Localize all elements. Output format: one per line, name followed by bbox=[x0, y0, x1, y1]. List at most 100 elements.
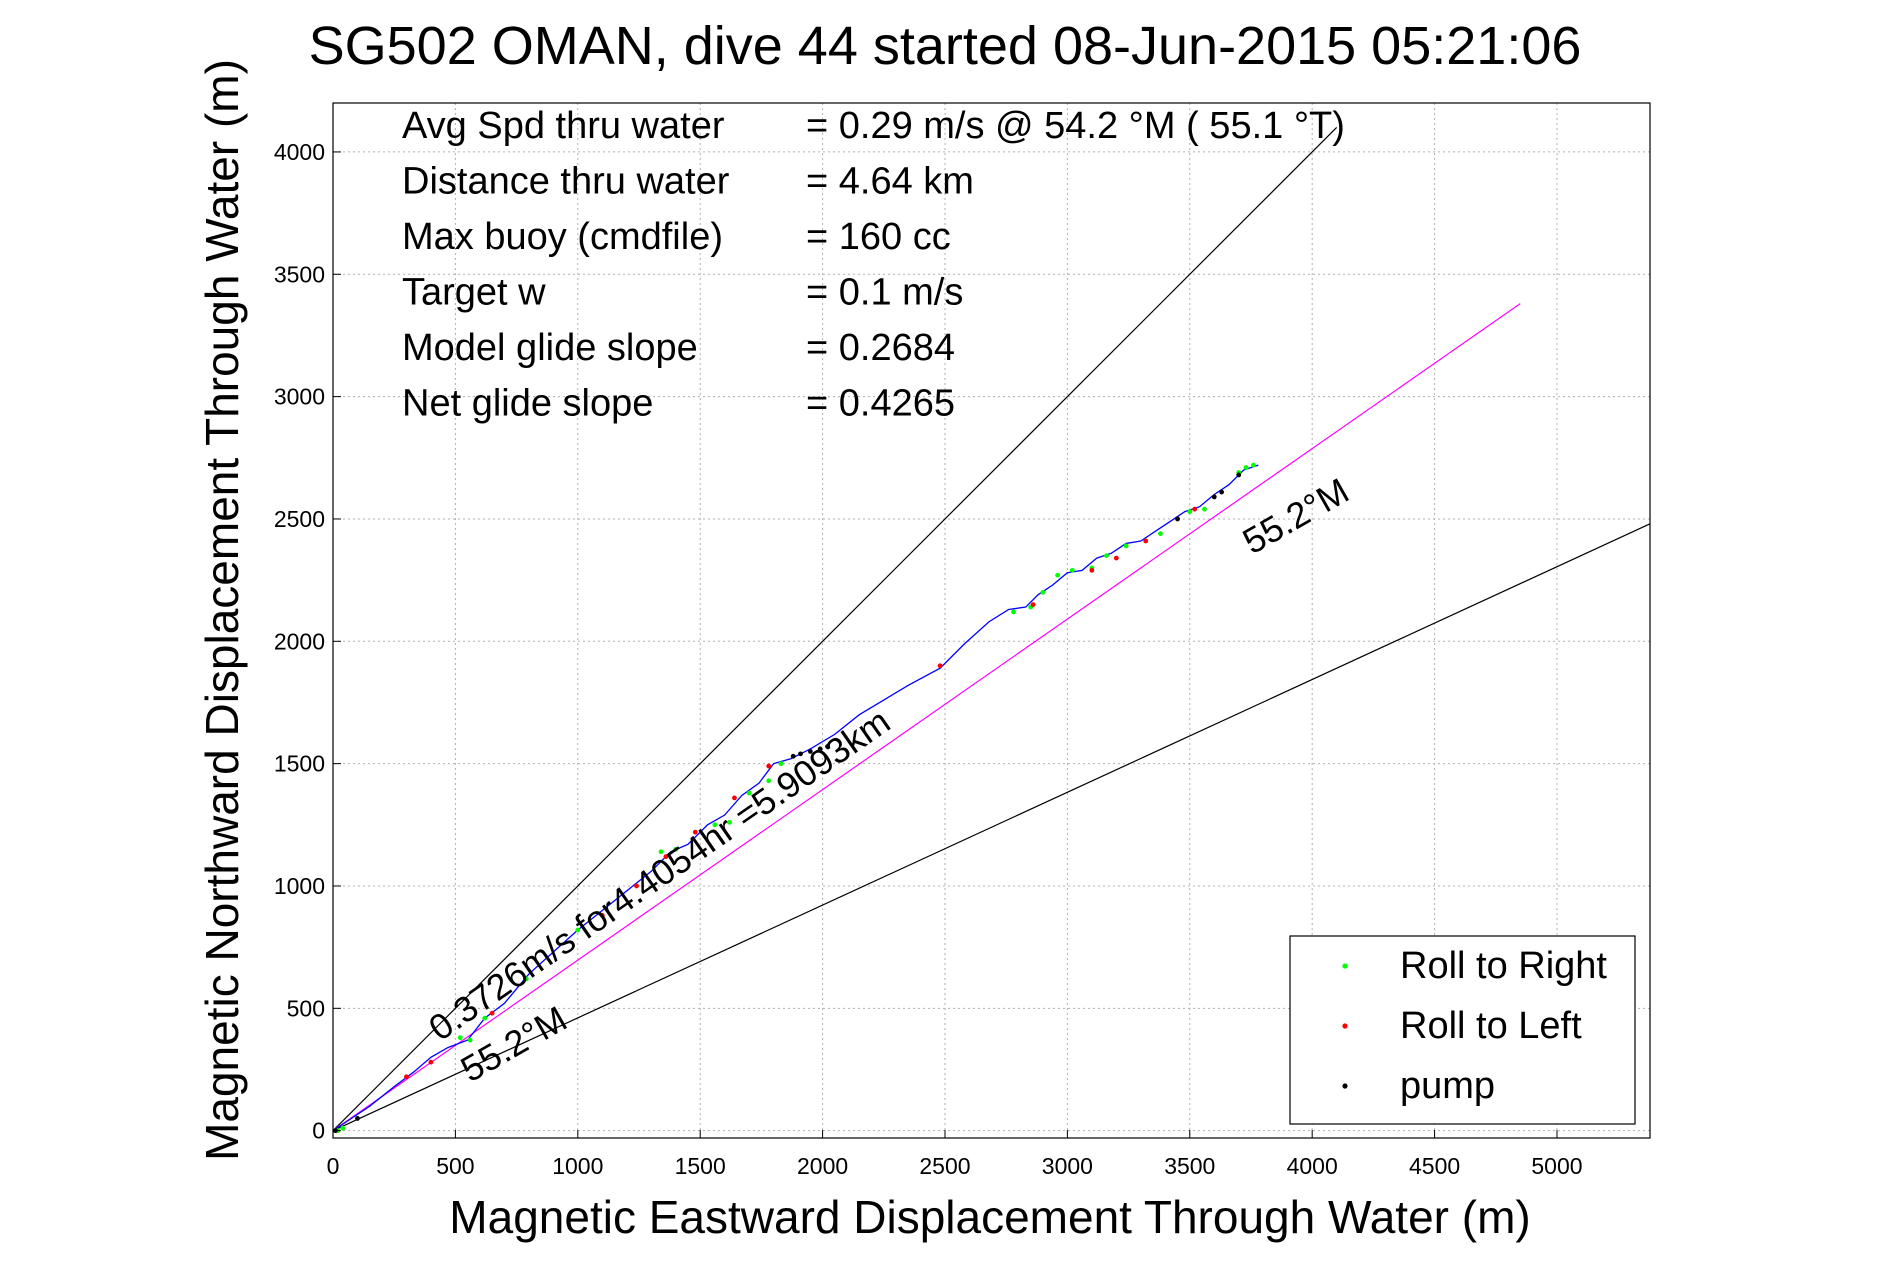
stat-value: = 0.4265 bbox=[806, 383, 955, 425]
reference-line bbox=[332, 303, 1521, 1132]
roll-to-right-point bbox=[673, 846, 679, 852]
stat-value: = 0.29 m/s @ 54.2 °M ( 55.1 °T) bbox=[806, 105, 1345, 147]
roll-to-right-point bbox=[482, 1015, 488, 1021]
stat-value: = 4.64 km bbox=[806, 161, 974, 203]
roll-to-right-point bbox=[1187, 509, 1193, 515]
x-tick-label: 1500 bbox=[675, 1153, 726, 1179]
pump-point bbox=[1211, 494, 1217, 500]
roll-to-right-point bbox=[1251, 462, 1256, 468]
legend-box bbox=[1289, 935, 1636, 1125]
roll-to-right-point bbox=[727, 819, 732, 825]
reference-line bbox=[332, 127, 1338, 1132]
roll-to-right-point bbox=[523, 976, 529, 982]
roll-to-left-point bbox=[634, 883, 639, 889]
roll-to-left-point bbox=[937, 663, 943, 669]
legend-marker bbox=[1342, 963, 1348, 969]
legend-marker bbox=[1342, 1023, 1348, 1029]
roll-to-left-point bbox=[599, 912, 605, 918]
track-line bbox=[332, 464, 1259, 1132]
roll-to-left-point bbox=[663, 854, 669, 860]
roll-to-left-point bbox=[692, 829, 698, 835]
stat-value: = 0.2684 bbox=[806, 327, 955, 369]
roll-to-left-point bbox=[428, 1059, 434, 1065]
roll-to-right-point bbox=[1040, 589, 1046, 595]
reference-lines bbox=[332, 127, 1651, 1132]
reference-line bbox=[332, 523, 1651, 1132]
pump-point bbox=[1236, 472, 1242, 478]
pump-point bbox=[798, 751, 803, 757]
roll-to-right-point bbox=[457, 1035, 463, 1041]
stat-label: Target w bbox=[402, 272, 546, 314]
stat-value: = 160 cc bbox=[806, 216, 951, 258]
pump-point bbox=[355, 1116, 360, 1121]
x-tick-label: 500 bbox=[436, 1153, 474, 1179]
roll-to-left-point bbox=[766, 763, 772, 769]
roll-to-right-point bbox=[778, 761, 784, 767]
roll-to-left-point bbox=[1030, 602, 1036, 607]
pump-point bbox=[1219, 489, 1225, 495]
roll-to-left-point bbox=[732, 795, 737, 801]
pump-point bbox=[790, 753, 796, 759]
legend: Roll to Right Roll to Left pump bbox=[1289, 935, 1636, 1125]
roll-to-right-point bbox=[1104, 553, 1109, 559]
roll-to-right-point bbox=[1055, 572, 1060, 578]
x-tick-label: 3500 bbox=[1164, 1153, 1215, 1179]
pump-point bbox=[825, 744, 830, 749]
track-path bbox=[332, 464, 1259, 1132]
stat-label: Model glide slope bbox=[402, 327, 698, 369]
pump-point bbox=[807, 749, 813, 754]
roll-to-right-point bbox=[1243, 465, 1249, 470]
roll-to-right-point bbox=[340, 1125, 346, 1131]
x-tick-label: 2500 bbox=[919, 1153, 970, 1179]
roll-to-left-point bbox=[1143, 538, 1149, 544]
y-tick-label: 3500 bbox=[274, 261, 325, 287]
y-tick-label: 1500 bbox=[274, 751, 325, 777]
x-tick-label: 2000 bbox=[797, 1153, 848, 1179]
roll-to-left-point bbox=[1113, 555, 1119, 561]
x-tick-label: 4000 bbox=[1287, 1153, 1338, 1179]
stat-label: Net glide slope bbox=[402, 383, 653, 425]
roll-to-right-point bbox=[1011, 609, 1016, 615]
roll-to-right-point bbox=[766, 778, 772, 784]
roll-to-right-point bbox=[575, 927, 581, 933]
y-tick-label: 3000 bbox=[274, 384, 325, 410]
y-axis-ticks: 0 500 1000 1500 2000 2500 3000 3500 4000 bbox=[274, 139, 341, 1144]
y-tick-label: 4000 bbox=[274, 139, 325, 165]
stat-label: Avg Spd thru water bbox=[402, 105, 725, 147]
plot-frame bbox=[332, 102, 1651, 1139]
roll-to-right-point bbox=[658, 849, 664, 855]
y-tick-label: 2500 bbox=[274, 506, 325, 532]
x-tick-label: 4500 bbox=[1409, 1153, 1460, 1179]
roll-to-right-point bbox=[746, 790, 752, 796]
roll-to-left-point bbox=[1192, 506, 1198, 512]
y-tick-label: 500 bbox=[287, 995, 325, 1021]
legend-label: Roll to Left bbox=[1400, 1005, 1582, 1047]
data-points bbox=[333, 462, 1256, 1134]
chart-title: SG502 OMAN, dive 44 started 08-Jun-2015 … bbox=[309, 16, 1582, 76]
x-tick-label: 1000 bbox=[552, 1153, 603, 1179]
y-tick-label: 0 bbox=[312, 1118, 325, 1144]
legend-marker bbox=[1342, 1083, 1348, 1089]
heading-annotation-upper: 55.2°M bbox=[1236, 470, 1356, 562]
legend-label: pump bbox=[1400, 1065, 1495, 1107]
roll-to-left-point bbox=[1089, 567, 1095, 573]
x-tick-label: 5000 bbox=[1531, 1153, 1582, 1179]
stat-label: Distance thru water bbox=[402, 161, 730, 203]
roll-to-left-point bbox=[404, 1074, 409, 1080]
x-axis-ticks: 0 500 1000 1500 2000 2500 3000 3500 4000 4500 5000 bbox=[327, 1130, 1583, 1179]
stat-value: = 0.1 m/s bbox=[806, 272, 963, 314]
pump-point bbox=[1175, 516, 1180, 522]
roll-to-right-point bbox=[1123, 543, 1129, 549]
roll-to-right-point bbox=[467, 1037, 473, 1043]
x-axis-label: Magnetic Eastward Displacement Through W… bbox=[449, 1191, 1530, 1243]
pump-point bbox=[817, 746, 823, 752]
stat-label: Max buoy (cmdfile) bbox=[402, 216, 723, 258]
roll-to-right-point bbox=[1202, 506, 1207, 512]
x-tick-label: 3000 bbox=[1042, 1153, 1093, 1179]
roll-to-left-point bbox=[489, 1010, 495, 1016]
y-tick-label: 2000 bbox=[274, 628, 325, 654]
track-speed-annotation: 0.3726m/s for4.4054hr =5.9093km bbox=[421, 700, 897, 1048]
roll-to-right-point bbox=[712, 822, 718, 828]
y-tick-label: 1000 bbox=[274, 873, 325, 899]
